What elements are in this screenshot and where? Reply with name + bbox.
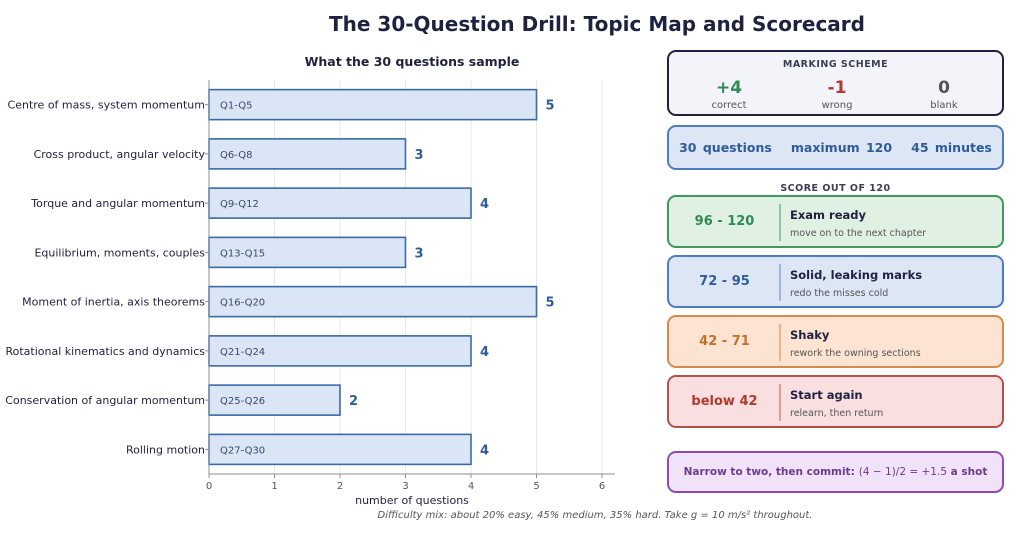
bar-question-range: Q16-Q20 [220, 298, 265, 309]
band-title: Shaky [790, 328, 830, 342]
marking-scheme-header: MARKING SCHEME [782, 59, 889, 70]
score-band-exam-ready: 96 - 120 Exam ready move on to the next … [667, 195, 1004, 248]
category-label: Rotational kinematics and dynamics [5, 345, 205, 358]
marking-correct-label: correct [711, 100, 747, 111]
bar [208, 335, 472, 367]
category-label: Torque and angular momentum [30, 197, 205, 210]
band-range: 72 - 95 [699, 274, 750, 289]
bar-question-range: Q21-Q24 [220, 347, 265, 358]
category-label: Rolling motion [126, 443, 205, 456]
bar-question-range: Q13-Q15 [220, 248, 265, 259]
bar-question-range: Q25-Q26 [220, 396, 265, 407]
band-title: Solid, leaking marks [790, 268, 923, 282]
score-band-solid: 72 - 95 Solid, leaking marks redo the mi… [667, 255, 1004, 308]
marking-blank-value: 0 [938, 78, 950, 98]
x-tick-label: 0 [206, 481, 212, 492]
bar-question-range: Q27-Q30 [220, 445, 265, 456]
bar-value-label: 2 [349, 394, 358, 409]
band-subtitle: redo the misses cold [790, 288, 889, 299]
x-tick-label: 5 [533, 481, 539, 492]
score-band-shaky: 42 - 71 Shaky rework the owning sections [667, 315, 1004, 368]
score-band-start-again: below 42 Start again relearn, then retur… [667, 375, 1004, 428]
band-title: Exam ready [790, 208, 866, 222]
tip-label: Narrow to two, then commit: [683, 466, 855, 478]
bar [208, 187, 472, 219]
marking-wrong-label: wrong [821, 100, 853, 111]
bar [208, 138, 407, 170]
x-axis-label: number of questions [355, 494, 469, 507]
category-label: Centre of mass, system momentum [8, 99, 205, 112]
band-title: Start again [790, 388, 863, 402]
band-divider [779, 264, 781, 301]
marking-scheme-panel: MARKING SCHEME +4 correct -1 wrong 0 bla… [667, 50, 1004, 116]
category-label: Equilibrium, moments, couples [34, 246, 205, 259]
bar-value-label: 4 [480, 197, 489, 212]
category-label: Moment of inertia, axis theorems [22, 296, 205, 309]
band-range: 96 - 120 [694, 214, 755, 229]
footer-note: Difficulty mix: about 20% easy, 45% medi… [377, 510, 813, 521]
x-tick-label: 4 [468, 481, 474, 492]
x-tick-label: 6 [599, 481, 605, 492]
marking-wrong: -1 wrong [782, 78, 892, 111]
bar-value-label: 3 [415, 148, 424, 163]
band-divider [779, 384, 781, 421]
bar [208, 384, 341, 416]
bar-value-label: 5 [546, 296, 555, 311]
bar [208, 236, 407, 269]
category-label: Cross product, angular velocity [34, 148, 206, 161]
bar-value-label: 4 [480, 345, 489, 360]
band-range: below 42 [691, 394, 758, 409]
bar-value-label: 5 [546, 99, 555, 114]
band-subtitle: relearn, then return [790, 408, 884, 419]
guessing-tip: Narrow to two, then commit: (4 − 1)/2 = +… [667, 451, 1004, 493]
marking-correct: +4 correct [674, 78, 784, 111]
page-title: The 30-Question Drill: Topic Map and Sco… [329, 12, 865, 36]
marking-blank-label: blank [930, 100, 958, 111]
bar [208, 88, 538, 121]
score-header: SCORE OUT OF 120 [780, 183, 891, 194]
marking-blank: 0 blank [889, 78, 999, 111]
bar-value-label: 4 [480, 443, 489, 458]
exam-info-bar: 30 questions maximum 120 45 minutes [667, 125, 1004, 170]
tip-suffix: a shot [950, 466, 988, 478]
bar-question-range: Q9-Q12 [220, 199, 259, 210]
chart-title: What the 30 questions sample [305, 54, 520, 69]
bar-value-label: 3 [415, 246, 424, 261]
band-subtitle: rework the owning sections [790, 348, 921, 359]
bar-question-range: Q1-Q5 [220, 101, 252, 112]
band-subtitle: move on to the next chapter [790, 228, 927, 239]
chart-bars: Q1-Q5 5 Centre of mass, system momentum Q6-… [5, 88, 555, 466]
tip-formula: (4 − 1)/2 = +1.5 [858, 466, 947, 478]
x-tick-label: 1 [271, 481, 277, 492]
band-divider [779, 204, 781, 241]
band-range: 42 - 71 [699, 334, 750, 349]
marking-wrong-value: -1 [827, 78, 847, 98]
marking-correct-value: +4 [715, 78, 743, 98]
x-tick-label: 2 [337, 481, 343, 492]
x-axis-ticks: 0 1 2 3 4 5 6 [206, 474, 605, 492]
band-divider [779, 324, 781, 361]
category-label: Conservation of angular momentum [5, 394, 205, 407]
x-tick-label: 3 [402, 481, 408, 492]
bar [208, 285, 538, 318]
bar-question-range: Q6-Q8 [220, 150, 252, 161]
topic-bar-chart: What the 30 questions sample Q1-Q5 5 Centr… [5, 54, 615, 507]
